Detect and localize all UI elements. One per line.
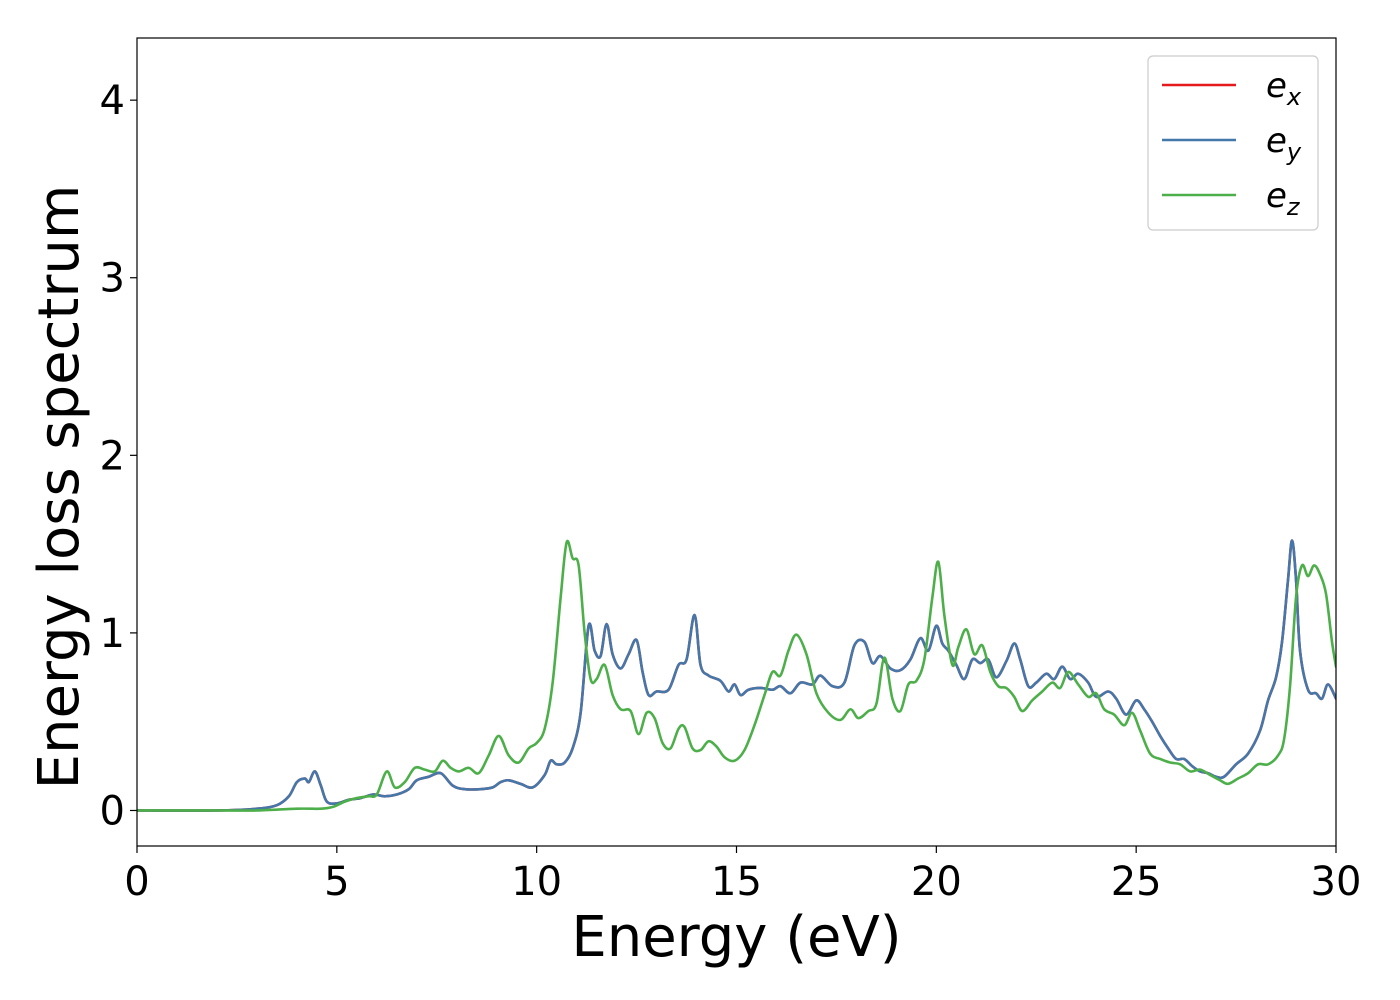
y-tick-label: 4 (100, 78, 125, 124)
x-tick-label: 20 (911, 859, 962, 905)
legend: ex ey ez (1147, 55, 1319, 231)
x-tick-label: 25 (1111, 859, 1162, 905)
x-tick-label: 30 (1311, 859, 1362, 905)
y-tick-label: 2 (100, 433, 125, 479)
legend-label-z: ez (1266, 176, 1301, 221)
x-axis-title: Energy (eV) (571, 905, 901, 970)
y-axis-title: Energy loss spectrum (27, 185, 92, 790)
x-tick-label: 10 (511, 859, 562, 905)
legend-box (1147, 55, 1319, 231)
x-tick-label: 5 (324, 859, 349, 905)
series-layer (137, 539, 1336, 812)
x-tick-label: 0 (124, 859, 149, 905)
x-ticks: 0 5 10 15 20 25 30 (124, 846, 1361, 905)
legend-label-x: ex (1266, 66, 1302, 111)
y-tick-label: 1 (100, 611, 125, 657)
series-lines (137, 539, 1336, 812)
y-ticks: 0 1 2 3 4 (100, 78, 137, 834)
series-line-y (137, 539, 1336, 812)
legend-label-y: ey (1266, 121, 1302, 166)
x-tick-label: 15 (711, 859, 762, 905)
y-tick-label: 3 (100, 256, 125, 302)
series-line-z (137, 539, 1336, 812)
y-tick-label: 0 (100, 788, 125, 834)
